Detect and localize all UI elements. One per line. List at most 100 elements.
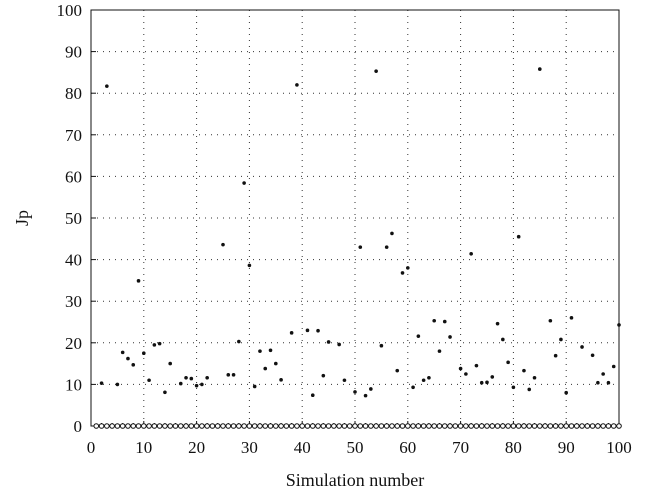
- zero-marker: [98, 423, 105, 429]
- data-point: [495, 321, 500, 326]
- zero-marker: [331, 423, 337, 429]
- data-point: [353, 390, 357, 394]
- zero-marker: [383, 423, 390, 429]
- zero-marker: [526, 423, 533, 429]
- zero-marker: [531, 423, 538, 429]
- data-point: [258, 349, 262, 353]
- data-point: [310, 393, 315, 398]
- data-point: [390, 231, 394, 236]
- data-point: [501, 337, 505, 342]
- data-point: [252, 384, 257, 389]
- data-point: [131, 363, 136, 367]
- data-point: [231, 373, 236, 377]
- zero-marker: [193, 423, 200, 429]
- y-tick-label: 60: [65, 167, 82, 186]
- y-axis-title: Jp: [12, 210, 32, 226]
- zero-marker: [399, 423, 406, 429]
- data-point: [200, 382, 204, 387]
- data-point: [421, 378, 426, 383]
- data-point: [400, 271, 405, 275]
- zero-marker: [494, 423, 501, 429]
- zero-marker: [325, 423, 332, 429]
- zero-marker: [547, 423, 554, 429]
- zero-marker: [141, 423, 147, 429]
- zero-marker: [156, 423, 163, 429]
- zero-marker: [230, 423, 237, 429]
- zero-marker: [610, 423, 617, 429]
- zero-marker: [468, 423, 474, 429]
- data-point: [295, 83, 299, 87]
- data-point: [590, 353, 595, 358]
- zero-marker: [199, 423, 205, 429]
- data-point: [316, 328, 320, 333]
- x-tick-label: 60: [399, 438, 416, 457]
- zero-marker: [415, 423, 422, 429]
- zero-marker: [204, 423, 210, 429]
- data-point: [596, 380, 600, 385]
- data-point: [105, 84, 109, 88]
- x-tick-label: 30: [241, 438, 258, 457]
- zero-marker: [362, 423, 369, 429]
- data-point: [527, 387, 532, 392]
- zero-marker: [452, 423, 459, 429]
- zero-marker: [188, 423, 195, 429]
- data-point: [136, 279, 141, 283]
- zero-marker: [146, 423, 152, 429]
- zero-marker: [436, 423, 443, 429]
- data-point: [564, 390, 568, 395]
- data-point: [205, 375, 209, 380]
- data-point: [142, 351, 146, 356]
- y-tick-label: 10: [65, 375, 82, 394]
- zero-marker: [515, 423, 522, 429]
- data-point: [268, 348, 273, 353]
- data-point: [490, 375, 495, 379]
- grid: [91, 10, 619, 426]
- data-point: [485, 380, 489, 385]
- data-point: [474, 363, 479, 368]
- y-tick-label: 100: [57, 1, 83, 20]
- data-point: [548, 318, 553, 323]
- zero-marker: [457, 423, 464, 429]
- data-point: [374, 69, 378, 73]
- data-point: [469, 251, 473, 256]
- data-point: [279, 378, 283, 382]
- data-point: [168, 361, 172, 366]
- zero-marker: [225, 423, 232, 429]
- zero-marker: [558, 423, 564, 429]
- data-point: [157, 341, 162, 346]
- data-point: [601, 372, 605, 376]
- data-point: [458, 366, 463, 371]
- y-tick-label: 0: [74, 417, 83, 436]
- zero-marker: [441, 423, 448, 429]
- y-tick-label: 30: [65, 292, 82, 311]
- y-tick-label: 80: [65, 84, 82, 103]
- data-point: [427, 375, 431, 380]
- data-point: [221, 242, 225, 247]
- data-point: [522, 368, 526, 373]
- data-point: [99, 381, 104, 385]
- zero-marker: [405, 423, 411, 429]
- y-tick-label: 50: [65, 209, 82, 228]
- zero-marker: [579, 423, 585, 429]
- y-axis: 0 10 20 30 40 50 60 70 80 90 100: [57, 1, 96, 436]
- zero-marker: [542, 423, 548, 429]
- zero-marker: [262, 423, 269, 429]
- data-point: [617, 323, 621, 327]
- zero-marker: [341, 423, 348, 429]
- zero-marker: [600, 423, 606, 429]
- zero-marker: [309, 423, 316, 429]
- zero-marker: [209, 423, 216, 429]
- zero-marker: [246, 423, 253, 429]
- zero-marker: [130, 423, 137, 429]
- zero-marker: [167, 423, 173, 429]
- zero-marker: [104, 423, 110, 429]
- data-point: [437, 349, 442, 353]
- zero-marker: [162, 423, 168, 429]
- zero-marker: [510, 423, 517, 429]
- zero-marker: [420, 423, 427, 429]
- zero-marker: [183, 423, 189, 429]
- zero-marker: [257, 423, 263, 429]
- zero-marker: [368, 423, 374, 429]
- zero-marker: [236, 423, 242, 429]
